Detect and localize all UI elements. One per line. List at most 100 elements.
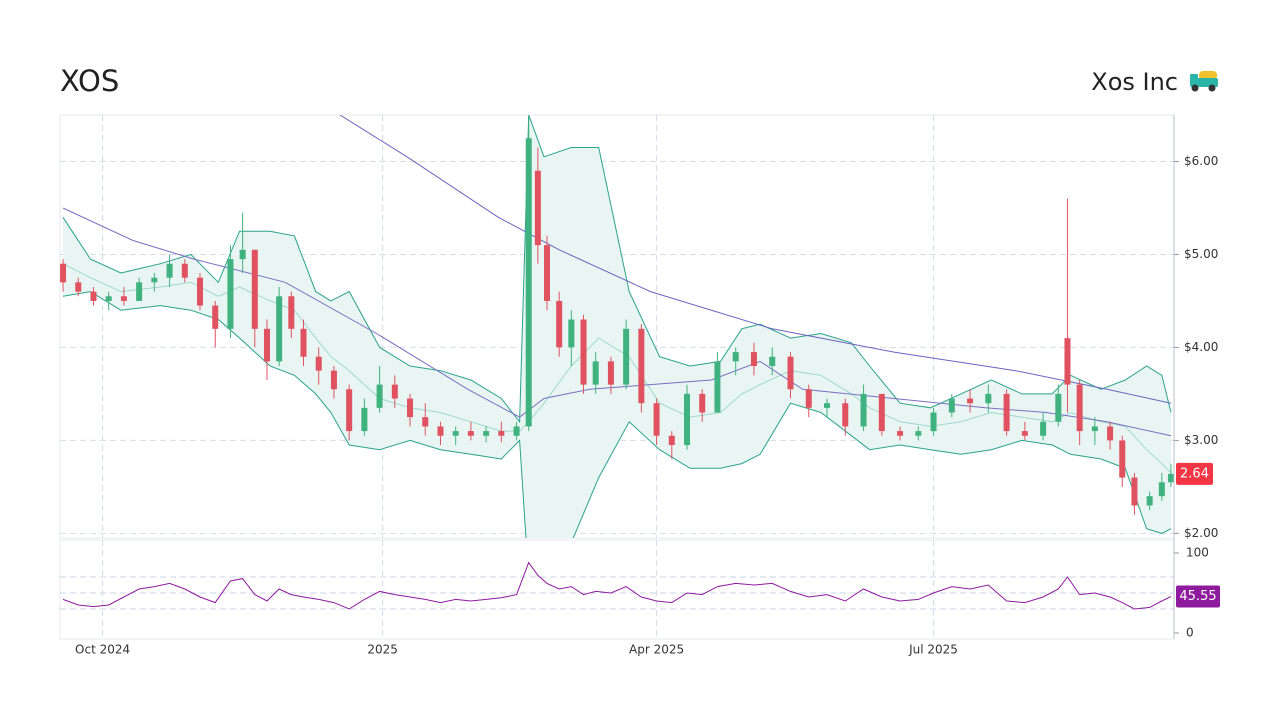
candle-body <box>467 431 474 436</box>
last-price-label: 2.64 <box>1180 466 1209 481</box>
candle-body <box>653 403 660 436</box>
candle-body <box>1091 426 1098 432</box>
rsi-line <box>62 561 1172 610</box>
chart-title: XOS <box>60 64 119 98</box>
candle-body <box>930 412 937 432</box>
candle-body <box>948 398 955 413</box>
candle-body <box>638 328 645 404</box>
candle-body <box>842 403 849 427</box>
moving-average <box>62 207 1172 437</box>
candle-body <box>346 389 353 432</box>
candle-body <box>525 138 532 427</box>
candle-body <box>422 417 429 427</box>
candle-body <box>860 393 867 427</box>
candle-body <box>699 393 706 413</box>
candle-body <box>580 319 587 385</box>
axes: $2.00 $3.00 $4.00 $5.00 $6.00 2.64 Oct 2024 202… <box>75 115 1220 657</box>
candle-body <box>714 361 721 413</box>
candle-body <box>684 393 691 446</box>
candle-body <box>985 393 992 404</box>
band-middle <box>62 263 1172 474</box>
candle-body <box>483 431 490 436</box>
candle-body <box>1021 431 1028 436</box>
band-lower <box>62 291 1172 538</box>
candle-body <box>668 435 675 446</box>
rsi-plot <box>60 540 1174 639</box>
candle-body <box>1003 393 1010 432</box>
candle-body <box>1146 496 1153 506</box>
y-tick-label: $3.00 <box>1184 433 1218 447</box>
candle-body <box>732 352 739 362</box>
candle-body <box>105 296 112 301</box>
candle-body <box>787 356 794 390</box>
candle-body <box>251 249 258 329</box>
band-fill <box>63 115 1171 538</box>
candle-body <box>75 282 82 292</box>
candle-body <box>407 398 414 418</box>
candle-body <box>227 259 234 329</box>
x-tick-label: Oct 2024 <box>75 643 130 657</box>
candle-body <box>1167 473 1174 483</box>
candle-body <box>543 245 550 301</box>
last-value-label: 45.55 <box>1179 589 1216 604</box>
truck-icon <box>1190 71 1218 92</box>
candle-body <box>60 263 67 283</box>
rsi-panel <box>59 539 1175 640</box>
candle-body <box>120 296 127 301</box>
candle-body <box>1064 338 1071 385</box>
last-price-tag <box>1176 462 1213 485</box>
y-tick-label: $2.00 <box>1184 526 1218 540</box>
band-upper <box>62 115 1172 424</box>
candle-body <box>361 407 368 432</box>
candle-body <box>1119 440 1126 478</box>
candle-body <box>300 328 307 357</box>
candle-body <box>1040 421 1047 436</box>
y-tick-label: 100 <box>1186 546 1209 560</box>
x-tick-label: Jul 2025 <box>908 643 958 657</box>
candle-body <box>513 426 520 436</box>
candle-body <box>151 277 158 283</box>
candle-body <box>967 398 974 404</box>
candle-body <box>1055 393 1062 422</box>
candle-body <box>452 431 459 436</box>
candle-body <box>212 305 219 329</box>
candle-body <box>805 389 812 408</box>
candle-body <box>136 282 143 301</box>
candle-body <box>498 431 505 436</box>
candle-body <box>556 300 563 348</box>
candle-body <box>391 384 398 399</box>
y-tick-label: $6.00 <box>1184 154 1218 168</box>
candle-body <box>568 319 575 348</box>
candle-body <box>239 249 246 260</box>
candle-body <box>915 431 922 436</box>
candle-body <box>315 356 322 371</box>
chart-subtitle: Xos Inc <box>1091 68 1178 96</box>
candle-body <box>181 263 188 278</box>
candle-body <box>263 328 270 362</box>
candle-body <box>897 431 904 436</box>
candle-body <box>623 328 630 385</box>
candle-body <box>166 263 173 278</box>
candle-body <box>1131 477 1138 506</box>
candle-body <box>1158 482 1165 497</box>
candle-body <box>276 296 283 362</box>
candle-body <box>376 384 383 408</box>
x-tick-label: Apr 2025 <box>629 643 684 657</box>
last-value-tag <box>1176 585 1220 608</box>
candle-body <box>824 403 831 408</box>
x-tick-label: 2025 <box>367 643 398 657</box>
candle-body <box>607 361 614 385</box>
candle-body <box>592 361 599 385</box>
candle-body <box>437 426 444 436</box>
moving-average <box>339 115 1172 404</box>
candle-body <box>534 170 541 246</box>
y-tick-label: $5.00 <box>1184 247 1218 261</box>
candle-body <box>197 277 204 306</box>
candle-body <box>1107 426 1114 441</box>
y-tick-label: 0 <box>1186 626 1194 640</box>
candle-body <box>750 352 757 367</box>
candle-body <box>330 370 337 390</box>
y-tick-label: $4.00 <box>1184 340 1218 354</box>
price-plot <box>60 115 1174 538</box>
